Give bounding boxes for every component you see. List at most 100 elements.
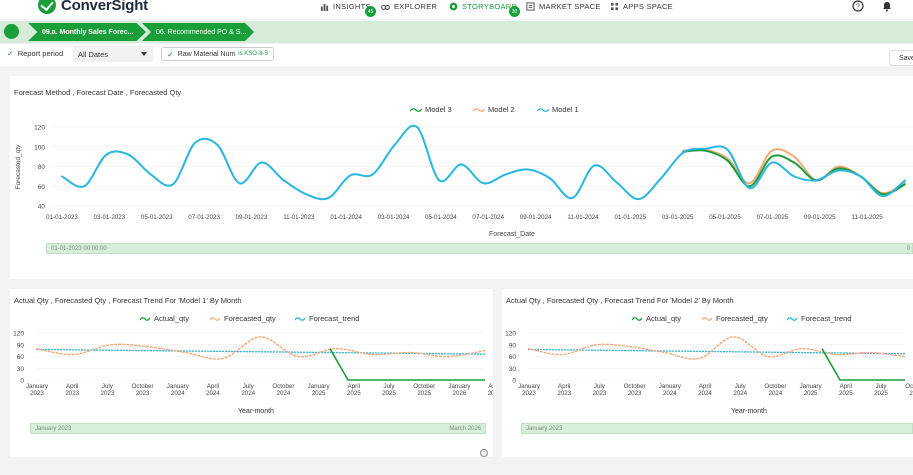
x-tick-month: October bbox=[272, 383, 294, 390]
y-tick-label: 120 bbox=[13, 331, 24, 338]
legend-swatch-model-2 bbox=[473, 107, 485, 112]
x-tick-month: October bbox=[413, 383, 435, 390]
legend-swatch bbox=[210, 316, 220, 321]
nav-storyboard[interactable]: STORYBOARD bbox=[449, 0, 517, 12]
legend-label-model-3: Model 3 bbox=[425, 105, 452, 114]
y-tick-label: 100 bbox=[34, 144, 45, 151]
tab-recommended-po[interactable]: 06. Recommended PO & S... bbox=[142, 23, 254, 41]
legend-label: Forecast_trend bbox=[309, 314, 360, 323]
legend-model-3[interactable]: Model 3 bbox=[410, 105, 452, 114]
tab-monthly-sales-forecast[interactable]: 09.a. Monthly Sales Forec... bbox=[28, 23, 146, 41]
data-point bbox=[238, 182, 241, 185]
y-tick-label: 0 bbox=[20, 378, 24, 385]
x-tick-month: July bbox=[875, 383, 887, 390]
y-tick-label: 30 bbox=[509, 366, 517, 373]
legend-forecasted-qty[interactable]: Forecasted_qty bbox=[210, 314, 276, 323]
bell-icon[interactable] bbox=[881, 0, 893, 12]
insights-count-badge: 45 bbox=[365, 6, 376, 17]
x-tick-month: January bbox=[659, 383, 682, 390]
raw-material-filter-chip[interactable]: ✓ Raw Material Num is KSO-3-S bbox=[161, 47, 275, 61]
x-tick-label: 05-01-2024 bbox=[425, 214, 457, 221]
binoculars-icon bbox=[381, 4, 390, 10]
legend-label: Forecast_trend bbox=[801, 314, 852, 323]
x-tick-label: 07-01-2024 bbox=[472, 214, 504, 221]
nav-explorer-label: EXPLORER bbox=[394, 1, 438, 11]
data-point bbox=[704, 149, 707, 152]
nav-insights[interactable]: INSIGHTS bbox=[320, 0, 371, 12]
data-point bbox=[904, 179, 906, 182]
y-tick-label: 40 bbox=[38, 204, 46, 211]
legend-actual-qty[interactable]: Actual_qty bbox=[632, 314, 681, 323]
data-point bbox=[793, 175, 795, 178]
x-tick-month: July bbox=[594, 383, 606, 390]
legend-label-model-1: Model 1 bbox=[552, 105, 579, 114]
data-point bbox=[105, 153, 108, 156]
x-tick-month: July bbox=[735, 383, 747, 390]
x-tick-month: April bbox=[840, 383, 852, 390]
data-point bbox=[881, 193, 884, 196]
slider-end-label: 0 bbox=[906, 246, 910, 252]
data-point bbox=[881, 195, 884, 198]
model2-xlabel: Year-month bbox=[731, 408, 767, 415]
nav-apps-space[interactable]: APPS SPACE bbox=[610, 0, 673, 12]
x-tick-label: 01-01-2023 bbox=[46, 214, 78, 221]
data-point bbox=[859, 175, 862, 178]
x-tick-year: 2025 bbox=[909, 390, 913, 397]
nav-market-space[interactable]: MARKET SPACE bbox=[526, 0, 601, 12]
data-point bbox=[349, 174, 352, 177]
legend-swatch bbox=[140, 316, 150, 321]
data-point bbox=[393, 143, 396, 146]
data-point bbox=[172, 183, 174, 186]
x-tick-label: 01-01-2024 bbox=[330, 214, 362, 221]
data-point bbox=[371, 173, 374, 176]
legend-label: Actual_qty bbox=[646, 314, 682, 323]
model1-trend-chart: 0306090120January2023April2023July2023Oc… bbox=[13, 331, 493, 398]
y-tick-label: 80 bbox=[38, 164, 46, 171]
data-point bbox=[770, 161, 773, 164]
x-tick-month: July bbox=[383, 383, 395, 390]
x-tick-month: July bbox=[243, 383, 255, 390]
legend-forecast-trend[interactable]: Forecast_trend bbox=[787, 314, 851, 323]
top-header: ConverSight INSIGHTS 45 EXPLORER STORYBO… bbox=[0, 0, 913, 19]
x-tick-month: April bbox=[348, 383, 360, 390]
forecast-date-range-slider[interactable]: 01-01-2023 00:00:00 0 bbox=[46, 243, 913, 254]
forecast-line-chart: 40 60 80 100 120 01-01-2023 03-01-2023 05-01-20… bbox=[15, 125, 913, 238]
report-period-value: All Dates bbox=[78, 50, 109, 59]
x-tick-year: 2026 bbox=[453, 390, 467, 397]
brand-logo[interactable]: ConverSight bbox=[38, 0, 148, 14]
data-point bbox=[748, 185, 751, 188]
model1-date-range-slider[interactable]: January 2023 March 2026 bbox=[30, 423, 486, 434]
model2-date-range-slider[interactable]: January 2023 bbox=[521, 423, 913, 434]
info-icon[interactable]: i bbox=[480, 449, 488, 457]
legend-forecasted-qty[interactable]: Forecasted_qty bbox=[702, 314, 768, 323]
data-point bbox=[748, 182, 751, 185]
legend-forecast-trend[interactable]: Forecast_trend bbox=[295, 314, 359, 323]
storyboard-tabs: 09.a. Monthly Sales Forec... 06. Recomme… bbox=[0, 21, 913, 43]
nav-explorer[interactable]: EXPLORER bbox=[381, 0, 437, 12]
storyboard-icon bbox=[449, 2, 458, 10]
storyboard-count-badge: 30 bbox=[509, 6, 520, 17]
legend-swatch bbox=[787, 316, 797, 321]
legend-swatch-line bbox=[632, 316, 642, 321]
x-tick-year: 2023 bbox=[628, 390, 642, 397]
legend-model-2[interactable]: Model 2 bbox=[473, 105, 515, 114]
data-point bbox=[837, 167, 840, 170]
model2-trend-chart: 0306090120January2023April2023July2023Oc… bbox=[505, 331, 913, 398]
data-point bbox=[615, 181, 618, 184]
legend-actual-qty[interactable]: Actual_qty bbox=[140, 314, 189, 323]
bar-chart-icon bbox=[320, 3, 329, 11]
x-tick-year: 2024 bbox=[277, 390, 291, 397]
x-tick-label: 01-01-2025 bbox=[614, 214, 646, 221]
help-icon[interactable]: ? bbox=[852, 0, 864, 12]
y-tick-label: 60 bbox=[38, 184, 46, 191]
logo-icon bbox=[38, 0, 56, 14]
storyboard-home-icon[interactable] bbox=[4, 24, 19, 39]
data-point bbox=[704, 147, 707, 150]
legend-label: Forecasted_qty bbox=[716, 314, 768, 323]
x-tick-month: January bbox=[308, 383, 331, 390]
data-point bbox=[571, 197, 574, 199]
save-button[interactable]: Save bbox=[889, 50, 913, 66]
report-period-select[interactable]: All Dates bbox=[73, 46, 153, 62]
data-point bbox=[770, 155, 773, 158]
legend-model-1[interactable]: Model 1 bbox=[537, 105, 579, 114]
